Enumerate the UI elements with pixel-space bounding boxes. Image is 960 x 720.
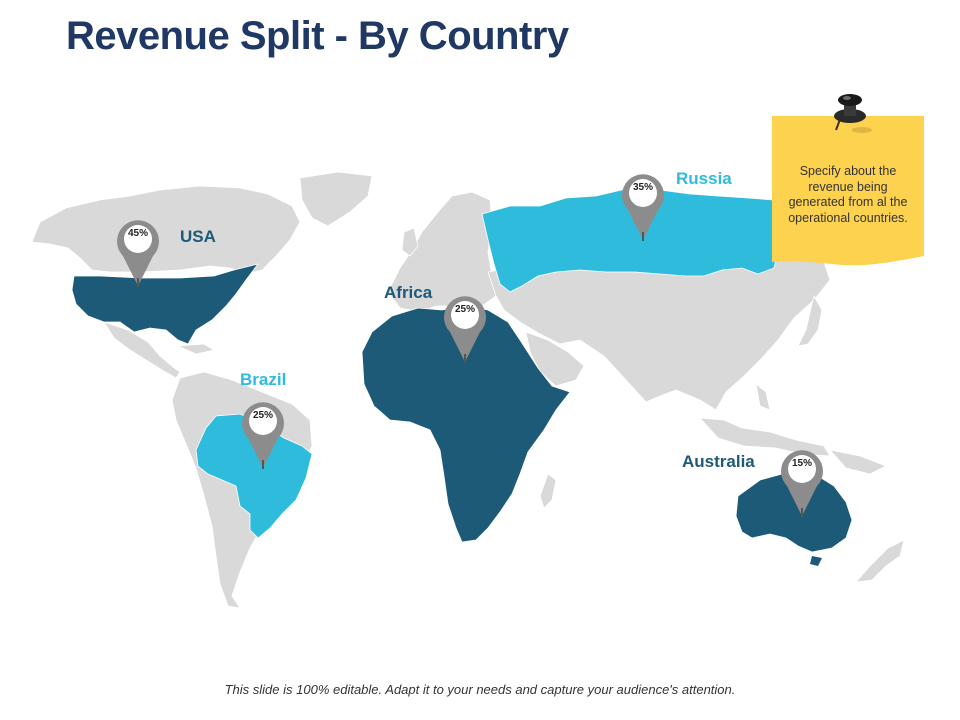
pin-value: 45% <box>127 228 148 239</box>
map-pin-icon <box>444 296 486 363</box>
canada-alaska <box>31 185 301 275</box>
pin-brazil: 25% <box>242 400 284 470</box>
label-usa: USA <box>180 227 216 246</box>
label-africa: Africa <box>384 283 433 302</box>
sticky-note <box>772 116 924 266</box>
madagascar <box>539 473 557 509</box>
label-brazil: Brazil <box>240 370 287 389</box>
indonesia <box>699 417 831 457</box>
page-title: Revenue Split - By Country <box>66 14 569 58</box>
caribbean <box>177 343 216 355</box>
arabia <box>525 331 585 387</box>
map-pin-icon <box>622 174 664 241</box>
label-russia: Russia <box>676 169 732 188</box>
new-guinea <box>828 449 887 475</box>
pushpin-icon <box>834 94 872 133</box>
footer-caption: This slide is 100% editable. Adapt it to… <box>224 682 736 697</box>
pin-australia: 15% <box>781 448 823 518</box>
map-pin-icon <box>781 450 823 517</box>
pin-russia: 35% <box>622 172 664 242</box>
pin-value: 35% <box>632 182 653 193</box>
pin-usa: 45% <box>117 218 159 288</box>
uk <box>401 227 419 257</box>
europe <box>387 191 497 313</box>
usa-region <box>71 263 259 345</box>
note-text: Specify about the revenue being generate… <box>788 164 908 225</box>
pin-value: 25% <box>252 410 273 421</box>
philippines <box>755 383 771 411</box>
map-pin-icon <box>117 220 159 287</box>
pin-value: 25% <box>454 304 475 315</box>
pin-africa: 25% <box>444 294 486 364</box>
new-zealand <box>855 539 905 583</box>
greenland <box>299 171 373 227</box>
map-pin-icon <box>242 402 284 469</box>
central-america <box>103 321 181 379</box>
japan <box>797 294 823 347</box>
pin-value: 15% <box>791 458 812 469</box>
label-australia: Australia <box>682 452 755 471</box>
tasmania <box>810 556 822 566</box>
